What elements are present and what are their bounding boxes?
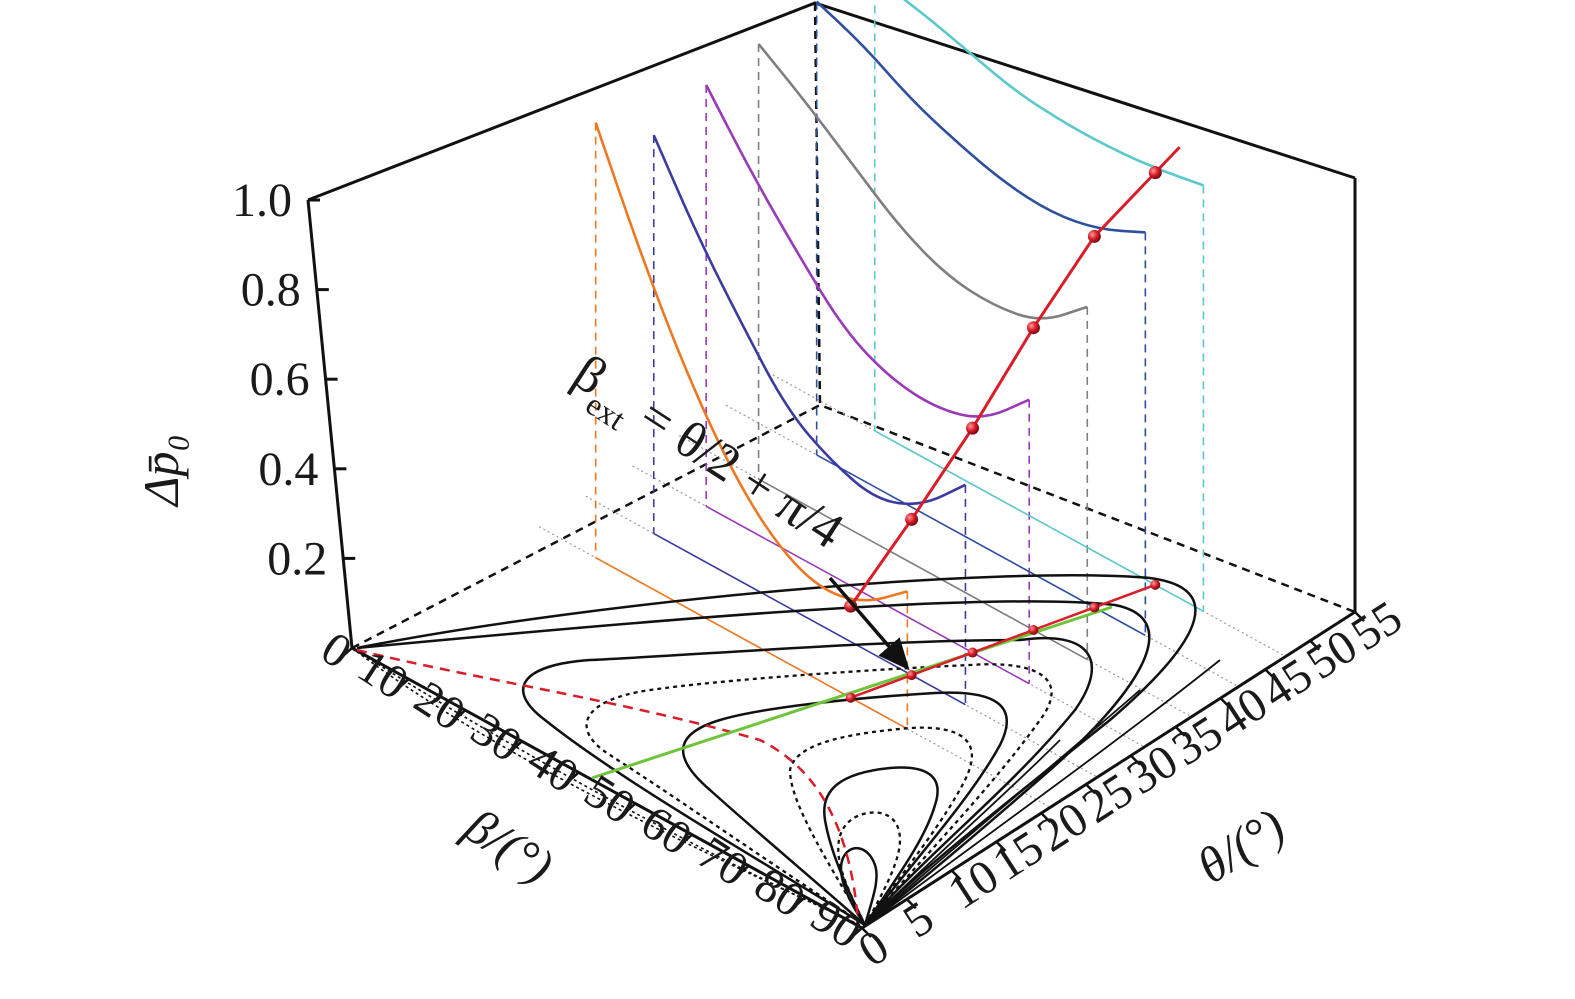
theta-tick-mark bbox=[1354, 611, 1365, 622]
extremum-point-floor bbox=[1028, 624, 1039, 635]
theta-tick-mark bbox=[950, 869, 962, 881]
theta-tick-mark bbox=[905, 898, 917, 910]
contour-4 bbox=[585, 663, 1053, 926]
theta-tick-mark bbox=[995, 840, 1007, 852]
formula-annotation: βext = θ/2 + π/4 bbox=[557, 344, 853, 569]
z-axis: 0.2 0.4 0.6 0.8 1.0 bbox=[232, 174, 356, 585]
beta-tick-mark bbox=[398, 678, 410, 689]
z-tick-label: 0.2 bbox=[267, 532, 327, 585]
extremum-point-floor bbox=[845, 692, 856, 703]
beta-tick-mark bbox=[455, 709, 467, 720]
extremum-locus bbox=[844, 146, 1181, 703]
contour-fan-3 bbox=[861, 739, 1061, 929]
theta-tick-label: 5 bbox=[894, 891, 943, 949]
extremum-point bbox=[1087, 229, 1101, 243]
theta-axis-label: θ/(°) bbox=[1187, 797, 1294, 894]
floor-boundary-dashed bbox=[356, 648, 860, 921]
contour-fan-5 bbox=[861, 659, 1221, 929]
contour-fan-4 bbox=[861, 689, 1141, 929]
z-tick-label: 0.4 bbox=[258, 443, 318, 496]
beta-tick-mark bbox=[568, 771, 580, 782]
theta-tick-mark bbox=[861, 927, 872, 938]
theta-tick-mark bbox=[1219, 697, 1231, 709]
extremum-point-floor bbox=[906, 670, 917, 681]
contour-outer-1 bbox=[356, 574, 1197, 926]
contour-8 bbox=[837, 811, 902, 926]
beta-tick-mark bbox=[795, 895, 807, 906]
floor-projection-line bbox=[653, 532, 966, 706]
extremum-point-floor bbox=[1150, 579, 1161, 590]
theta-tick-label: 0 bbox=[849, 920, 898, 978]
z-tick-label: 1.0 bbox=[232, 174, 292, 227]
theta-tick-mark bbox=[1174, 726, 1186, 737]
contour-7 bbox=[823, 766, 939, 926]
extremum-point bbox=[844, 599, 858, 613]
contour-fan-1 bbox=[351, 647, 861, 926]
z-tick-label: 0.8 bbox=[241, 264, 301, 317]
svg-text:βext = θ/2 + π/4: βext = θ/2 + π/4 bbox=[557, 344, 853, 569]
series-curve bbox=[757, 43, 1089, 320]
floor-projection-line bbox=[874, 430, 1204, 612]
floor-projection-line bbox=[705, 505, 1030, 685]
z-axis-label: Δp̄₀ bbox=[133, 434, 189, 508]
series-curve bbox=[902, 0, 1204, 187]
beta-tick-mark bbox=[625, 802, 637, 813]
theta-tick-mark bbox=[1130, 754, 1141, 766]
series-curve bbox=[594, 122, 908, 602]
beta-axis-label: β/(°) bbox=[455, 797, 564, 895]
extremum-point-floor bbox=[967, 647, 978, 658]
extremum-point bbox=[1148, 166, 1162, 180]
extremum-point-floor bbox=[1089, 602, 1100, 613]
beta-tick-mark bbox=[738, 864, 750, 875]
theta-tick-mark bbox=[1264, 668, 1276, 680]
extremum-line-floor bbox=[850, 583, 1156, 699]
theta-tick-mark bbox=[1309, 639, 1321, 651]
extremum-point bbox=[966, 421, 980, 435]
series-curve bbox=[705, 84, 1031, 418]
theta-tick-mark bbox=[1085, 783, 1096, 795]
floor-green-line bbox=[591, 605, 1113, 780]
annotation-arrow bbox=[828, 576, 910, 671]
beta-tick-mark bbox=[852, 927, 863, 937]
z-tick-label: 0.6 bbox=[250, 353, 310, 406]
extremum-line-3d bbox=[849, 146, 1181, 607]
contour-6 bbox=[788, 726, 974, 926]
beta-tick-mark bbox=[512, 740, 523, 751]
extremum-point bbox=[905, 512, 919, 526]
beta-tick-mark bbox=[342, 647, 353, 657]
series-curve bbox=[815, 0, 1146, 234]
theta-tick-mark bbox=[1040, 812, 1052, 823]
floor-contour-lines bbox=[351, 574, 1221, 929]
extremum-point bbox=[1026, 321, 1040, 335]
beta-tick-mark bbox=[682, 833, 693, 844]
contour-outer-2 bbox=[356, 600, 1151, 926]
contour-9 bbox=[839, 847, 878, 926]
